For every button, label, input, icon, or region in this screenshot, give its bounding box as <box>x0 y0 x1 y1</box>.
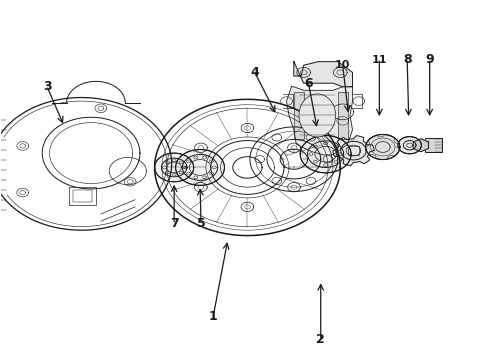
Text: 4: 4 <box>250 66 259 79</box>
Text: 5: 5 <box>196 216 205 230</box>
Text: 6: 6 <box>304 77 313 90</box>
Polygon shape <box>155 153 194 182</box>
Polygon shape <box>287 87 352 155</box>
Polygon shape <box>300 135 351 173</box>
Polygon shape <box>413 139 429 152</box>
Bar <box>73 190 92 202</box>
Text: 2: 2 <box>317 333 325 346</box>
Ellipse shape <box>299 94 336 137</box>
Text: 11: 11 <box>371 55 387 65</box>
Text: 7: 7 <box>170 216 178 230</box>
Text: 1: 1 <box>209 310 218 323</box>
Bar <box>294 92 304 139</box>
Polygon shape <box>294 62 352 87</box>
Polygon shape <box>398 136 421 154</box>
Polygon shape <box>175 149 224 185</box>
Text: 9: 9 <box>425 53 434 66</box>
Text: 3: 3 <box>43 80 51 93</box>
Bar <box>338 92 347 139</box>
Text: 8: 8 <box>403 53 412 66</box>
Bar <box>347 146 359 155</box>
Polygon shape <box>366 134 400 159</box>
Polygon shape <box>333 136 374 166</box>
Bar <box>425 138 442 152</box>
Text: 10: 10 <box>335 60 350 70</box>
Bar <box>69 187 96 205</box>
